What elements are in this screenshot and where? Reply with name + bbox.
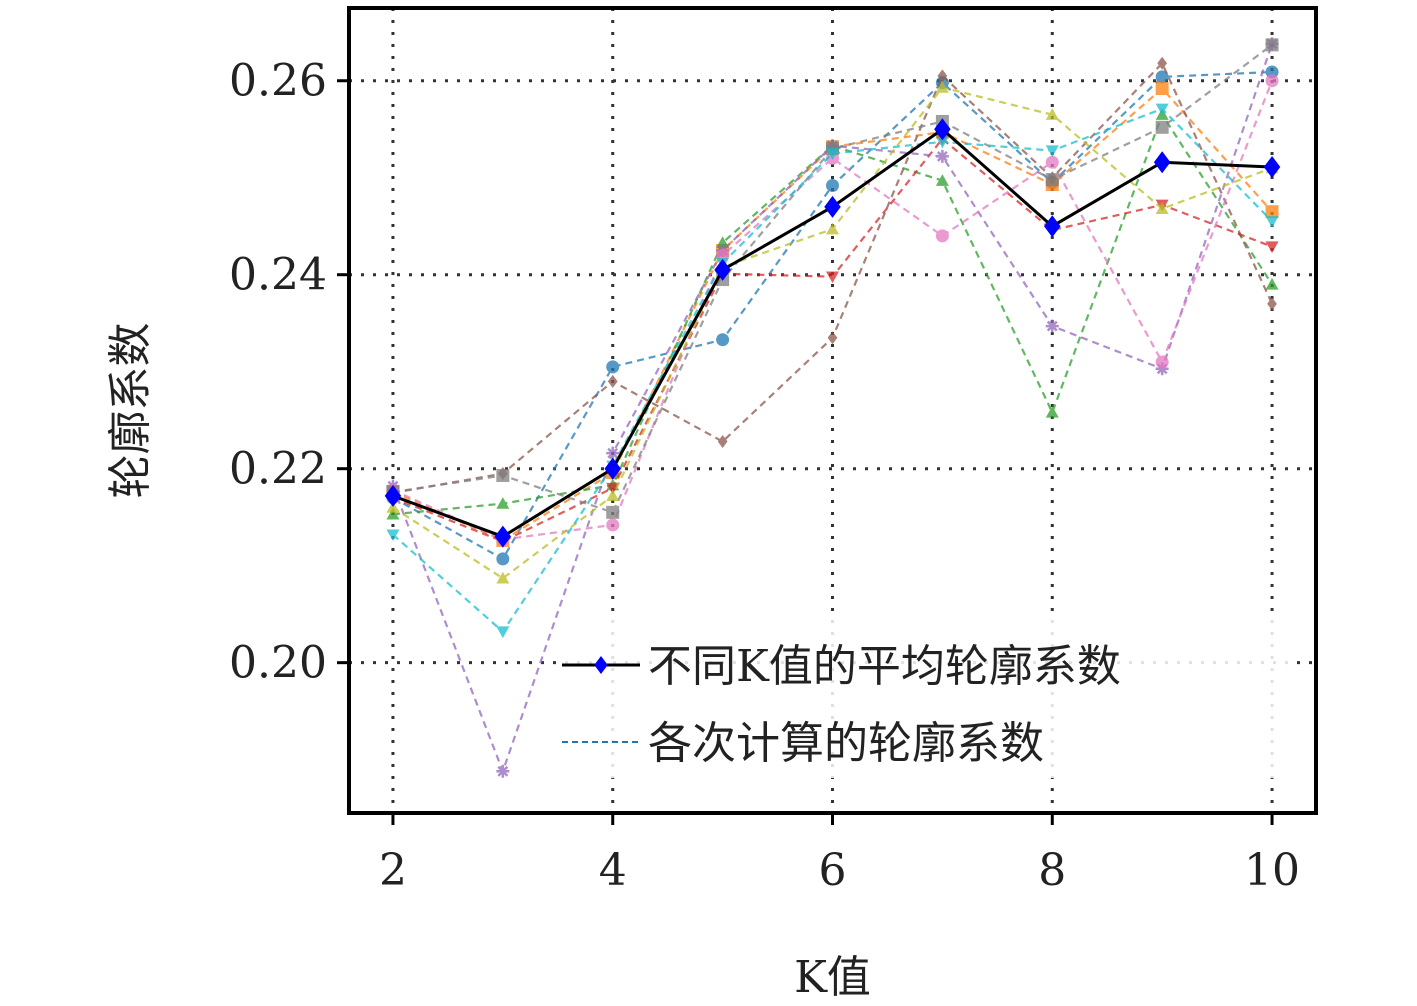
run-point xyxy=(1045,173,1059,187)
mean-point xyxy=(714,258,731,281)
mean-point xyxy=(604,457,621,480)
legend-runs-label: 各次计算的轮廓系数 xyxy=(648,718,1044,769)
y-tick-label: 0.24 xyxy=(229,250,327,301)
run-point xyxy=(1155,202,1169,214)
run-point xyxy=(1265,205,1279,219)
x-axis-label: K值 xyxy=(794,952,871,1003)
x-tick-label: 4 xyxy=(599,845,627,896)
run-point xyxy=(386,529,400,542)
run-point xyxy=(607,374,618,388)
run-point xyxy=(386,507,400,520)
run-point xyxy=(1045,145,1059,158)
run-point xyxy=(1155,362,1169,376)
run-series xyxy=(386,103,1279,639)
run-point xyxy=(935,229,949,243)
run-point xyxy=(1155,355,1169,369)
x-tick-label: 10 xyxy=(1244,845,1300,896)
run-point xyxy=(606,518,620,532)
legend-mean-marker xyxy=(594,656,608,674)
run-point xyxy=(1155,82,1169,95)
run-point xyxy=(496,764,510,778)
run-point xyxy=(716,236,730,248)
y-tick-label: 0.22 xyxy=(229,444,327,495)
run-point xyxy=(935,149,949,163)
run-point xyxy=(606,489,620,502)
mean-point xyxy=(494,525,512,548)
mean-point xyxy=(384,484,402,507)
run-point xyxy=(935,136,949,149)
run-point xyxy=(826,271,839,284)
run-point xyxy=(935,174,949,186)
run-line xyxy=(392,43,1273,514)
x-tick-label: 6 xyxy=(819,845,847,896)
run-point xyxy=(606,446,620,460)
run-point xyxy=(496,552,510,566)
run-point xyxy=(826,178,839,192)
y-axis-ticks: 0.20 0.22 0.24 0.26 xyxy=(229,56,349,689)
run-point xyxy=(826,222,839,235)
run-point xyxy=(1045,155,1059,169)
run-point xyxy=(717,435,728,449)
run-point xyxy=(1045,405,1059,418)
run-point xyxy=(606,482,620,495)
mean-point xyxy=(824,195,841,218)
run-point xyxy=(496,468,510,482)
x-axis-ticks: 2 4 6 8 10 xyxy=(379,813,1300,896)
run-point xyxy=(826,148,839,160)
run-line xyxy=(392,80,1274,541)
x-tick-label: 8 xyxy=(1038,845,1066,896)
y-tick-label: 0.20 xyxy=(229,638,327,689)
legend: 不同K值的平均轮廓系数 各次计算的轮廓系数 xyxy=(556,618,1290,778)
run-point xyxy=(1267,297,1277,311)
mean-point xyxy=(1263,156,1281,179)
run-point xyxy=(1157,56,1168,70)
run-point xyxy=(1045,108,1059,120)
run-point xyxy=(1265,38,1279,52)
run-point xyxy=(496,571,510,584)
run-point xyxy=(496,626,510,639)
run-point xyxy=(1265,277,1279,290)
run-point xyxy=(937,69,948,83)
run-point xyxy=(716,333,730,347)
y-axis-label: 轮廓系数 xyxy=(105,323,156,499)
run-point xyxy=(935,81,949,93)
run-point xyxy=(606,505,620,519)
mean-point xyxy=(1153,151,1171,174)
mean-point xyxy=(1044,215,1061,238)
run-point xyxy=(1045,319,1059,333)
run-point xyxy=(1155,120,1169,134)
run-point xyxy=(606,360,620,374)
run-point xyxy=(1155,70,1169,84)
run-point xyxy=(1265,216,1279,228)
run-point xyxy=(827,331,838,345)
mean-point xyxy=(934,118,951,141)
run-point xyxy=(496,497,510,509)
legend-mean-label: 不同K值的平均轮廓系数 xyxy=(648,641,1121,692)
run-point xyxy=(1155,103,1169,116)
x-tick-label: 2 xyxy=(379,845,407,896)
y-tick-label: 0.26 xyxy=(229,56,327,107)
legend-background xyxy=(556,618,1290,778)
run-point xyxy=(1265,74,1279,88)
run-point xyxy=(1265,241,1279,254)
mean-series-group xyxy=(384,118,1281,548)
